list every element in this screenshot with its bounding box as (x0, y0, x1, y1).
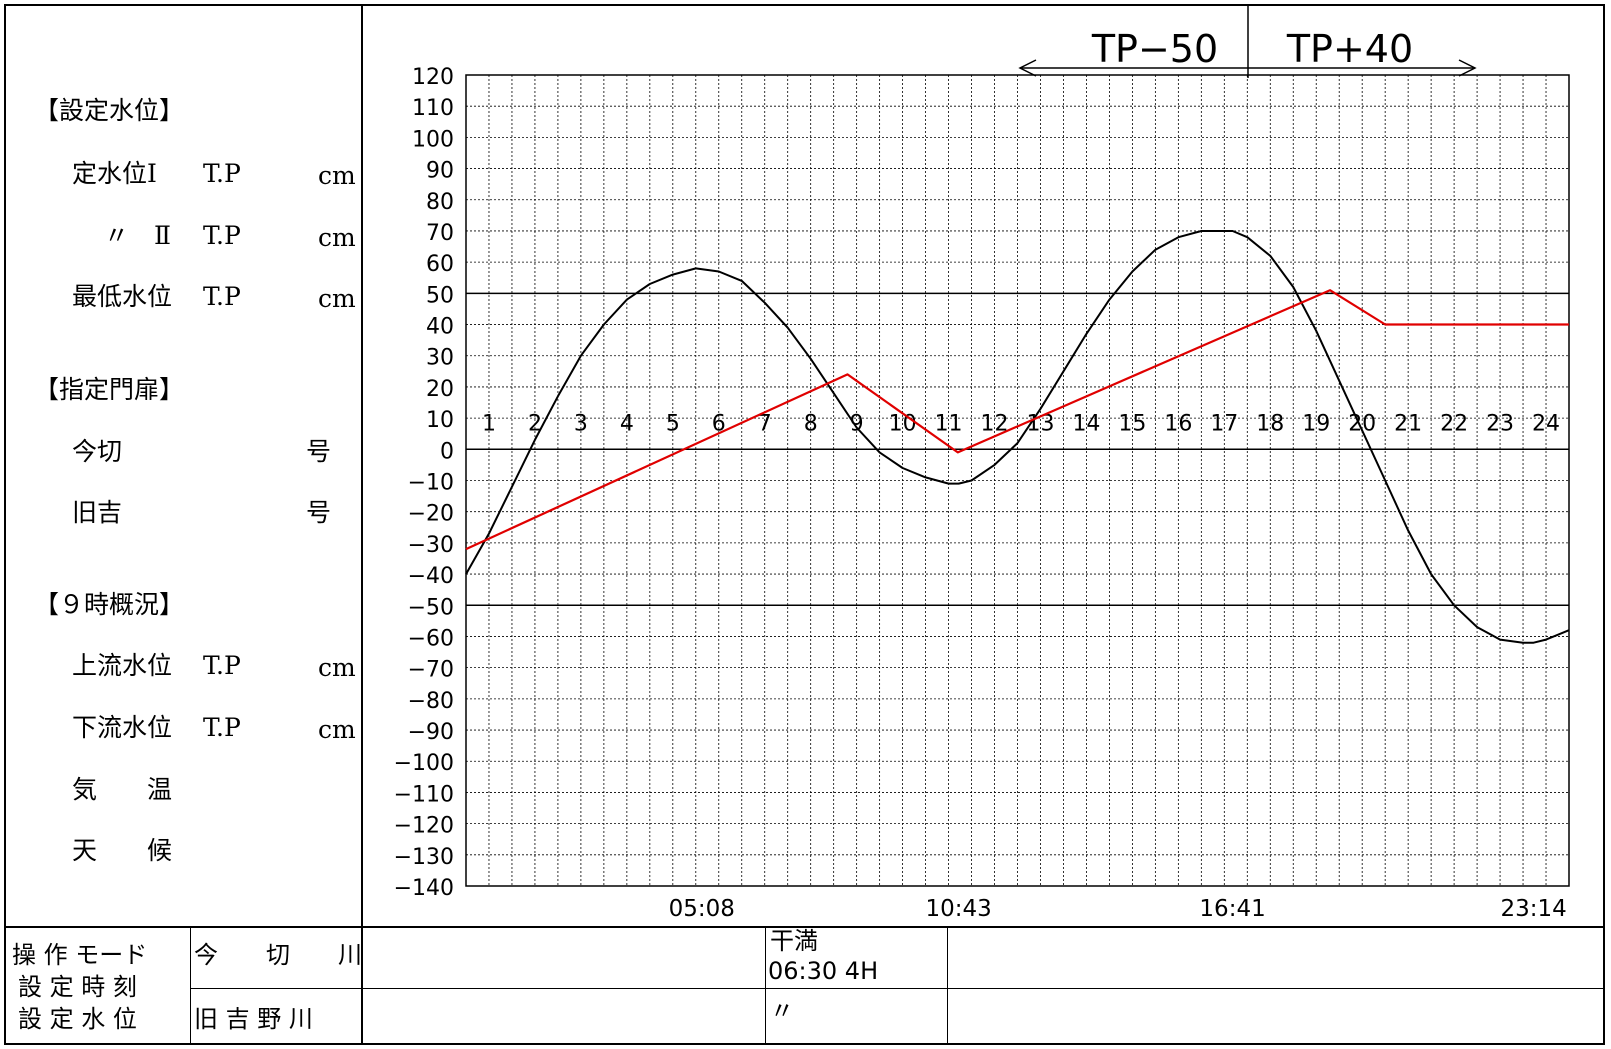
y-tick-label: −40 (408, 564, 454, 589)
y-tick-label: 30 (426, 346, 454, 371)
hour-label: 17 (1210, 412, 1238, 437)
y-tick-label: −80 (408, 689, 454, 714)
annotation-tp-plus-40: TP+40 (1286, 27, 1413, 71)
y-tick-label: −70 (408, 658, 454, 683)
y-tick-label: 0 (440, 439, 454, 464)
hour-label: 24 (1532, 412, 1560, 437)
y-tick-label: −140 (394, 876, 454, 901)
y-tick-label: −90 (408, 720, 454, 745)
y-tick-label: 100 (412, 127, 454, 152)
y-tick-label: −10 (408, 471, 454, 496)
y-tick-label: −20 (408, 502, 454, 527)
hour-label: 4 (620, 412, 634, 437)
y-tick-label: −110 (394, 782, 454, 807)
hour-label: 2 (528, 412, 542, 437)
chart-annotations: TP−50 TP+40 (1020, 6, 1475, 78)
hour-label: 16 (1164, 412, 1192, 437)
y-tick-label: 70 (426, 221, 454, 246)
hour-label: 18 (1256, 412, 1284, 437)
y-tick-label: 40 (426, 315, 454, 340)
y-tick-label: −60 (408, 626, 454, 651)
hour-label: 3 (574, 412, 588, 437)
hour-label: 19 (1302, 412, 1330, 437)
y-tick-label: 90 (426, 159, 454, 184)
time-label: 23:14 (1500, 896, 1566, 922)
y-tick-label: 10 (426, 408, 454, 433)
y-tick-label: −50 (408, 595, 454, 620)
hour-label: 8 (804, 412, 818, 437)
y-tick-label: −30 (408, 533, 454, 558)
hour-label: 1 (482, 412, 496, 437)
y-tick-label: 20 (426, 377, 454, 402)
hour-label: 10 (889, 412, 917, 437)
y-tick-label: 60 (426, 252, 454, 277)
y-tick-label: −120 (394, 814, 454, 839)
y-tick-label: 50 (426, 283, 454, 308)
annotation-tp-minus-50: TP−50 (1091, 27, 1218, 71)
time-label: 16:41 (1199, 896, 1265, 922)
time-label: 10:43 (926, 896, 992, 922)
hour-label: 15 (1118, 412, 1146, 437)
time-labels: 05:08 10:43 16:41 23:14 (669, 896, 1567, 922)
hour-label: 14 (1072, 412, 1100, 437)
hour-label: 22 (1440, 412, 1468, 437)
y-tick-label: 120 (412, 65, 454, 90)
y-tick-label: 80 (426, 190, 454, 215)
y-tick-label: 110 (412, 96, 454, 121)
hour-label: 21 (1394, 412, 1422, 437)
time-label: 05:08 (669, 896, 735, 922)
hour-label: 11 (935, 412, 963, 437)
hour-label: 23 (1486, 412, 1514, 437)
y-tick-labels: 1201101009080706050403020100−10−20−30−40… (394, 65, 454, 901)
chart-grid (466, 75, 1569, 886)
hour-label: 5 (666, 412, 680, 437)
y-tick-label: −100 (394, 751, 454, 776)
y-tick-label: −130 (394, 845, 454, 870)
